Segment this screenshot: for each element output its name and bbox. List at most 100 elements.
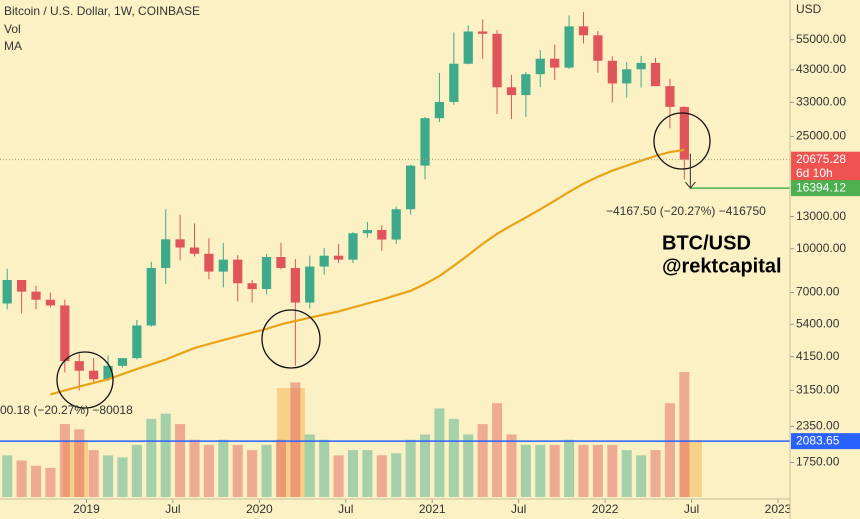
- candle-body: [348, 233, 358, 260]
- candle-body: [362, 230, 372, 234]
- candle-body: [319, 255, 329, 267]
- volume-bar: [520, 444, 531, 497]
- volume-bar: [564, 439, 575, 497]
- candle-body: [276, 257, 286, 268]
- candle-body: [434, 101, 445, 119]
- x-tick-label: Jul: [338, 502, 353, 516]
- volume-bar: [45, 467, 56, 497]
- price-tag: [791, 433, 860, 450]
- candle-body: [650, 62, 661, 87]
- volume-bar: [261, 444, 272, 497]
- volume-bar: [290, 382, 301, 497]
- price-tag: [791, 151, 860, 182]
- volume-bar: [434, 408, 445, 497]
- candle-body: [2, 280, 12, 304]
- highlight: [680, 440, 702, 497]
- currency-label: USD: [796, 2, 822, 16]
- volume-bar: [232, 444, 243, 497]
- watermark: @rektcapital: [662, 255, 782, 277]
- volume-bar: [405, 439, 416, 497]
- volume-bar: [376, 455, 387, 497]
- candle-body: [578, 26, 589, 36]
- volume-bar: [16, 460, 27, 497]
- candle-body: [420, 118, 430, 166]
- arrow-head: [684, 181, 696, 189]
- volume-bar: [117, 457, 128, 497]
- candle-body: [665, 86, 675, 107]
- candle-body: [463, 31, 473, 64]
- candle-body: [478, 31, 488, 34]
- candle-body: [161, 239, 171, 268]
- volume-bar: [59, 424, 70, 497]
- ma-line: [50, 148, 685, 396]
- candle-body: [247, 283, 257, 290]
- x-tick-label: 2020: [246, 502, 273, 516]
- candle-body: [175, 239, 185, 248]
- volume-bar: [2, 455, 13, 497]
- candle-body: [233, 259, 243, 284]
- circle: [56, 351, 114, 409]
- watermark: BTC/USD: [662, 232, 751, 254]
- candle-body: [607, 60, 617, 84]
- candle-body: [132, 325, 142, 359]
- volume-bar: [664, 403, 675, 497]
- volume-bar: [74, 429, 85, 497]
- volume-bar: [203, 444, 214, 497]
- volume-bar: [247, 450, 258, 497]
- candle-body: [391, 209, 401, 240]
- candle-body: [261, 257, 272, 290]
- candle-body: [103, 365, 113, 380]
- plot-area: 2019 Jul 2020 Jul 2021 Jul 2022 Jul 2023: [0, 11, 792, 516]
- volume-bar: [679, 372, 690, 497]
- y-tick-label: 7000.00: [796, 285, 840, 299]
- candle-body: [204, 253, 214, 272]
- price-tag-label: 2083.65: [796, 433, 840, 447]
- x-tick-label: Jul: [684, 502, 699, 516]
- x-tick-label: Jul: [165, 502, 180, 516]
- volume-bar: [160, 413, 171, 497]
- volume-bar: [319, 439, 330, 497]
- candle-body: [622, 69, 632, 84]
- measure-label: 00.18 (−20.27%) −80018: [0, 403, 133, 417]
- candle-body: [506, 87, 517, 96]
- volume-bar: [578, 444, 589, 497]
- x-tick-label: 2021: [419, 502, 446, 516]
- candle-body: [535, 58, 545, 75]
- volume-bar: [607, 444, 618, 497]
- volume-bar: [636, 455, 647, 497]
- candle-body: [89, 370, 99, 380]
- indicator-label: Vol: [4, 22, 21, 36]
- volume-bar: [131, 444, 142, 497]
- overlay: 00.18 (−20.27%) −80018 −4167.50 (−20.27%…: [0, 4, 790, 417]
- volume-bar: [347, 450, 359, 497]
- circle: [261, 309, 321, 369]
- volume-bar: [621, 450, 632, 497]
- highlight: [277, 388, 305, 497]
- candle-body: [636, 62, 646, 70]
- volume-bar: [88, 450, 99, 497]
- y-tick-label: 55000.00: [796, 32, 846, 46]
- volume-bar: [448, 418, 459, 497]
- candle-body: [17, 280, 27, 292]
- volume-bar: [506, 434, 517, 497]
- volume-bar: [304, 434, 315, 497]
- volume-bar: [535, 444, 546, 497]
- x-tick-label: Jul: [511, 502, 526, 516]
- x-tick-label: 2023: [765, 502, 792, 516]
- candle-body: [521, 74, 531, 96]
- y-tick-label: 25000.00: [796, 129, 846, 143]
- candle-body: [305, 266, 315, 303]
- volume-bar: [189, 439, 200, 497]
- y-tick-label: 4150.00: [796, 349, 840, 363]
- y-tick-label: 2350.00: [796, 419, 840, 433]
- indicator-label: MA: [4, 39, 22, 53]
- volume-bar: [333, 455, 344, 497]
- volume-bar: [650, 450, 661, 497]
- candle-body: [189, 247, 200, 254]
- volume-bar: [477, 424, 488, 497]
- candle-body: [449, 63, 459, 102]
- candle-body: [406, 165, 416, 210]
- volume-bar: [146, 418, 157, 497]
- candle-body: [74, 361, 84, 371]
